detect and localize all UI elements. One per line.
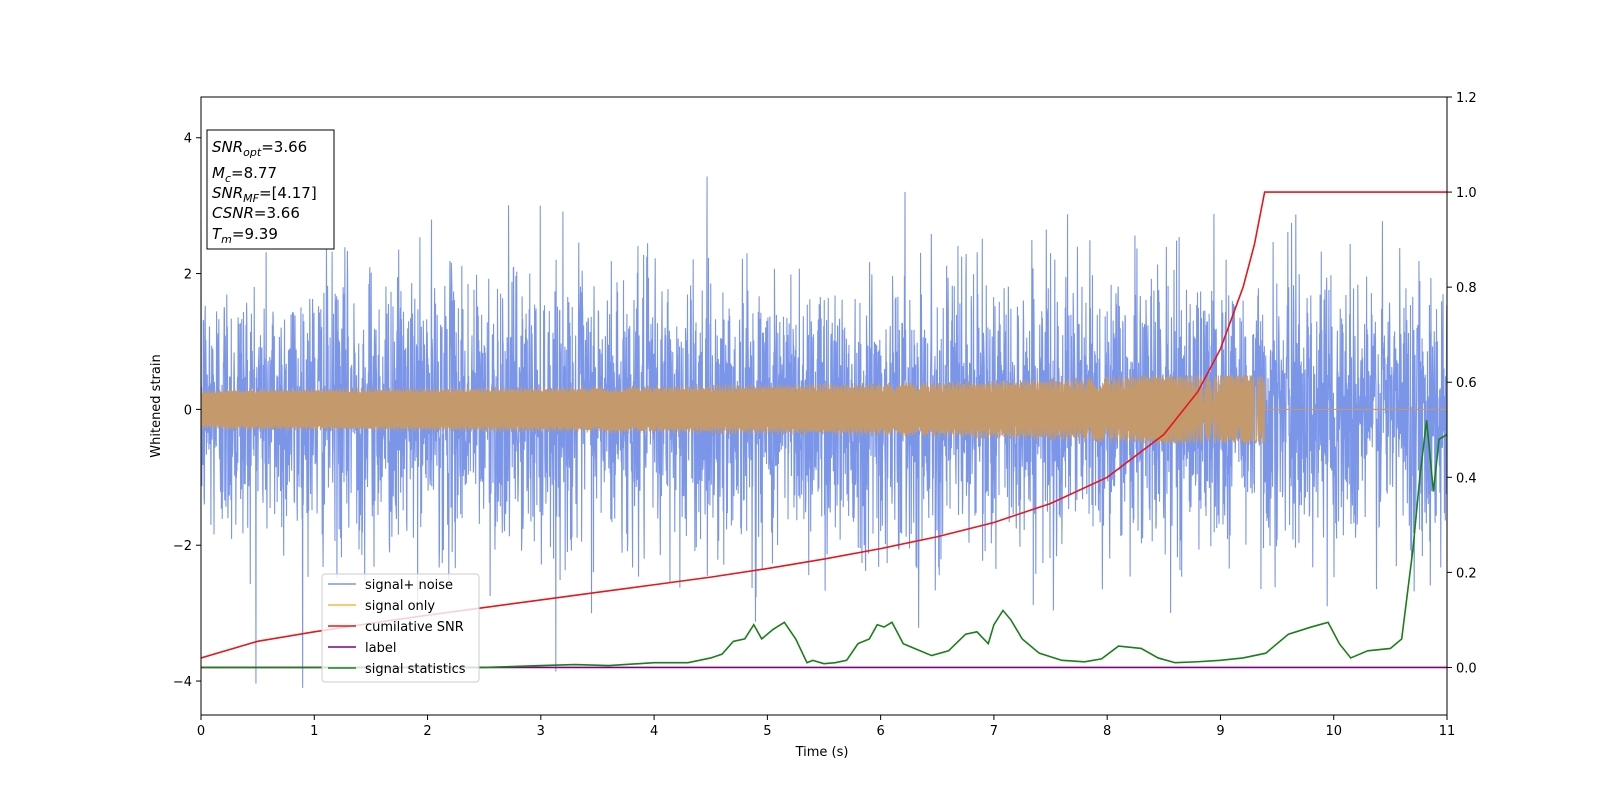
info-mc: Mc=8.77 (212, 164, 277, 185)
y-left-tick-label: 4 (184, 132, 192, 147)
y-axis-right: 0.0 0.2 0.4 0.6 0.8 1.0 1.2 (1447, 91, 1477, 676)
series-signal-only (201, 375, 1447, 444)
x-tick-label: 11 (1439, 724, 1456, 739)
x-tick-label: 8 (1103, 724, 1111, 739)
info-csnr: CSNR=3.66 (212, 204, 300, 222)
y-left-tick-label: −2 (173, 539, 192, 554)
x-axis-label: Time (s) (795, 745, 849, 760)
y-left-tick-label: 0 (184, 403, 192, 418)
y-left-tick-label: −4 (173, 675, 192, 690)
y-right-tick-label: 1.2 (1456, 91, 1477, 106)
legend-label: label (365, 641, 396, 656)
x-tick-label: 7 (990, 724, 998, 739)
x-tick-label: 4 (650, 724, 658, 739)
legend-label: signal statistics (365, 662, 466, 677)
y-right-tick-label: 0.2 (1456, 566, 1477, 581)
x-tick-label: 1 (310, 724, 318, 739)
x-tick-label: 5 (763, 724, 771, 739)
y-right-tick-label: 0.6 (1456, 376, 1477, 391)
plot-frame (200, 96, 1448, 716)
info-snr-mf: SNRMF=[4.17] (212, 184, 317, 205)
info-snr-opt: SNRopt=3.66 (212, 138, 307, 159)
x-tick-label: 0 (197, 724, 205, 739)
y-left-tick-label: 2 (184, 268, 192, 283)
x-tick-label: 10 (1325, 724, 1342, 739)
y-right-tick-label: 0.4 (1456, 471, 1477, 486)
y-axis-label: Whitened strain (149, 354, 164, 457)
series-signal-statistics (201, 420, 1447, 669)
info-box: SNRopt=3.66 Mc=8.77 SNRMF=[4.17] CSNR=3.… (206, 129, 335, 250)
legend-label: signal only (365, 599, 435, 614)
legend-label: cumilative SNR (365, 620, 464, 635)
info-tm: Tm=9.39 (212, 225, 278, 246)
x-tick-label: 9 (1216, 724, 1224, 739)
x-axis: 0 1 2 3 4 5 6 7 8 9 10 11 (197, 715, 1455, 739)
y-axis-left: −4 −2 0 2 4 (173, 132, 201, 690)
legend-label: signal+ noise (365, 578, 453, 593)
x-tick-label: 3 (537, 724, 545, 739)
x-tick-label: 2 (423, 724, 431, 739)
y-right-tick-label: 0.0 (1456, 661, 1477, 676)
y-right-tick-label: 0.8 (1456, 281, 1477, 296)
y-right-tick-label: 1.0 (1456, 186, 1477, 201)
legend: signal+ noise signal only cumilative SNR la… (321, 573, 480, 683)
x-tick-label: 6 (876, 724, 884, 739)
